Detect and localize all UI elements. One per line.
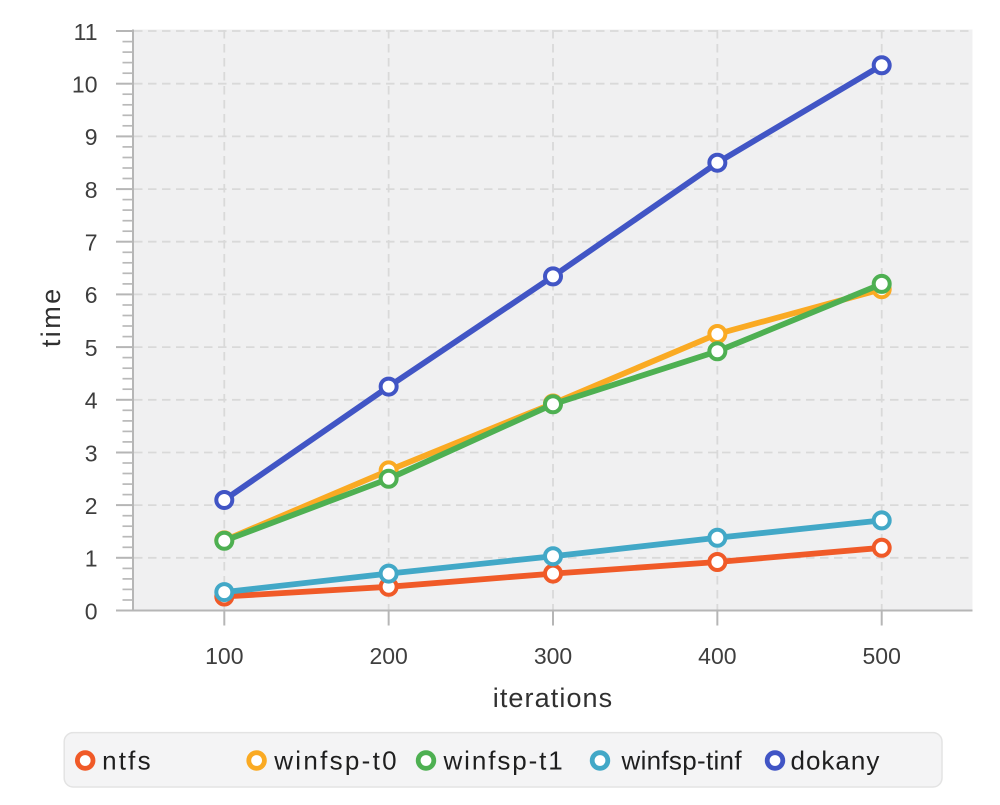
svg-text:200: 200 [369,643,407,669]
svg-text:7: 7 [85,230,98,256]
svg-text:dokany: dokany [791,746,881,776]
svg-text:10: 10 [72,72,98,98]
svg-text:500: 500 [863,643,901,669]
svg-text:iterations: iterations [493,683,614,713]
svg-text:100: 100 [205,643,243,669]
svg-text:2: 2 [85,493,98,519]
svg-text:0: 0 [85,598,98,624]
svg-text:11: 11 [74,19,98,45]
svg-text:ntfs: ntfs [102,746,153,776]
svg-text:3: 3 [85,440,98,466]
svg-text:5: 5 [85,335,98,361]
svg-text:6: 6 [85,282,98,308]
svg-text:300: 300 [534,643,572,669]
svg-text:winfsp-t0: winfsp-t0 [273,746,399,776]
svg-text:9: 9 [85,124,98,150]
svg-text:winfsp-tinf: winfsp-tinf [621,746,743,776]
svg-text:1: 1 [85,546,98,572]
svg-text:4: 4 [85,388,98,414]
svg-text:8: 8 [85,177,98,203]
svg-text:400: 400 [698,643,736,669]
svg-text:time: time [36,286,66,347]
svg-text:winfsp-t1: winfsp-t1 [443,746,565,776]
